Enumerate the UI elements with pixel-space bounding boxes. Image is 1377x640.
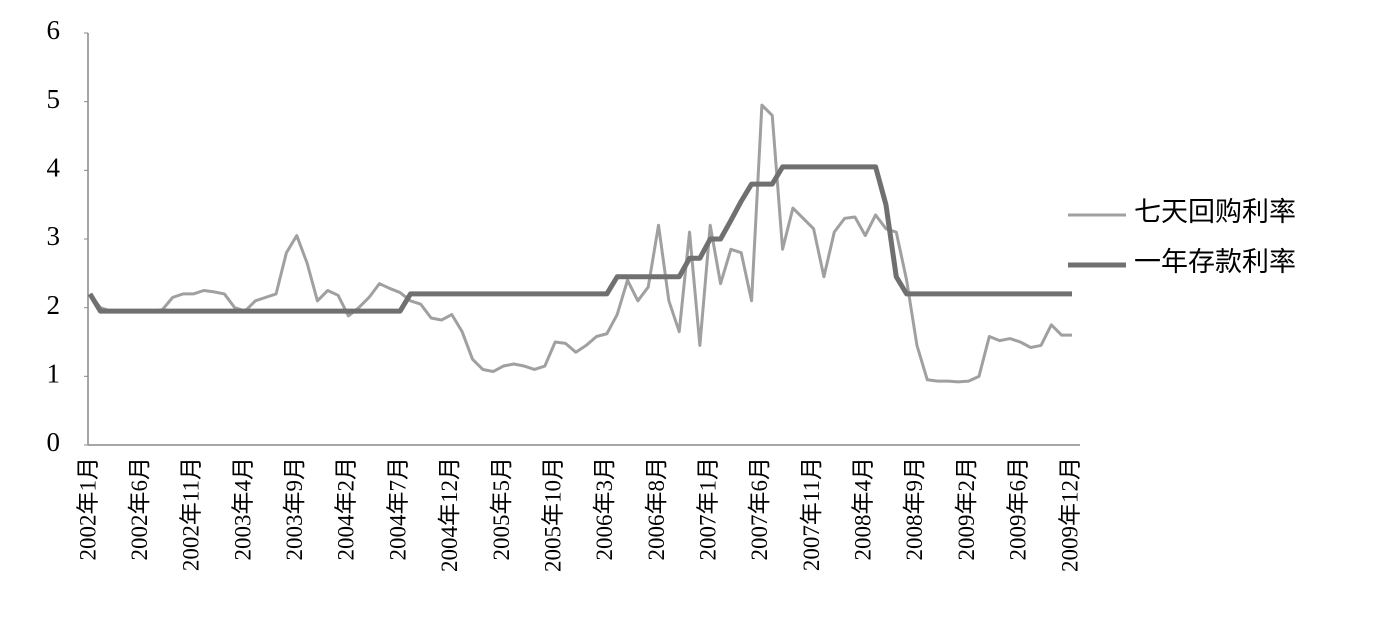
x-tick-label: 2008年9月 xyxy=(902,457,927,561)
series-line xyxy=(88,103,1072,384)
y-tick-label: 1 xyxy=(47,359,61,389)
x-tick-label: 2004年12月 xyxy=(437,457,462,572)
x-tick-label: 2009年2月 xyxy=(954,457,979,561)
legend-label: 一年存款利率 xyxy=(1134,247,1296,277)
series-line xyxy=(87,164,1072,314)
x-tick-label: 2003年9月 xyxy=(282,457,307,561)
x-tick-label: 2007年1月 xyxy=(695,457,720,561)
x-tick-label: 2004年7月 xyxy=(385,457,410,561)
x-tick-label: 2005年10月 xyxy=(540,457,565,572)
legend-label: 七天回购利率 xyxy=(1134,197,1296,227)
x-tick-label: 2009年6月 xyxy=(1006,457,1031,561)
x-tick-label: 2007年11月 xyxy=(799,457,824,571)
x-tick-label: 2007年6月 xyxy=(747,457,772,561)
y-tick-label: 5 xyxy=(47,84,61,114)
x-tick-label: 2005年5月 xyxy=(489,457,514,561)
x-tick-label: 2002年1月 xyxy=(75,457,100,561)
y-tick-label: 4 xyxy=(47,153,61,183)
x-tick-label: 2006年8月 xyxy=(644,457,669,561)
x-tick-label: 2006年3月 xyxy=(592,457,617,561)
y-tick-label: 2 xyxy=(47,290,61,320)
x-tick-label: 2008年4月 xyxy=(851,457,876,561)
x-tick-label: 2004年2月 xyxy=(334,457,359,561)
y-tick-label: 0 xyxy=(47,427,61,457)
y-tick-label: 3 xyxy=(47,221,61,251)
x-tick-label: 2009年12月 xyxy=(1057,457,1082,572)
x-tick-label: 2002年11月 xyxy=(179,457,204,571)
x-tick-label: 2003年4月 xyxy=(230,457,255,561)
y-tick-label: 6 xyxy=(47,15,61,45)
x-tick-label: 2002年6月 xyxy=(127,457,152,561)
